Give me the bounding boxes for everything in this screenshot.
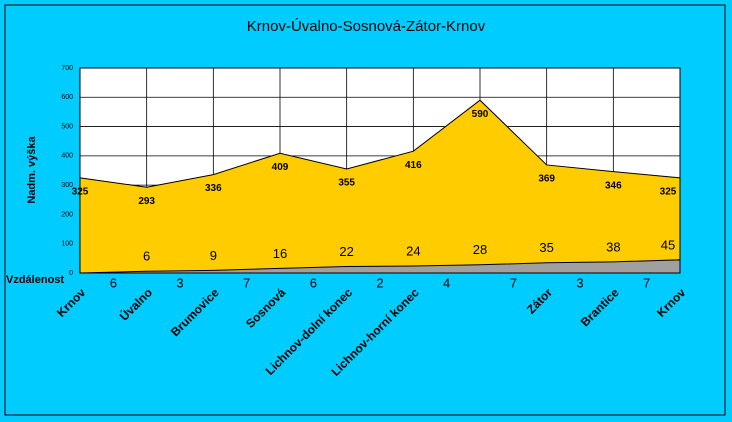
segment-value: 7 — [643, 275, 650, 290]
segment-value: 2 — [376, 275, 383, 290]
data-label: 369 — [538, 174, 555, 185]
y-tick-label: 600 — [61, 94, 73, 101]
data-label: 35 — [539, 240, 553, 255]
data-label: 409 — [272, 162, 289, 173]
data-label: 325 — [660, 186, 677, 197]
data-label: 355 — [338, 178, 355, 189]
y-tick-label: 100 — [61, 241, 73, 248]
data-label: 45 — [661, 237, 675, 252]
frame — [4, 4, 726, 416]
y-tick-label: 400 — [61, 153, 73, 160]
y-tick-label: 500 — [61, 123, 73, 130]
chart-title: Krnov-Úvalno-Sosnová-Zátor-Krnov — [247, 18, 486, 35]
data-label: 416 — [405, 160, 422, 171]
data-label: 38 — [606, 239, 620, 254]
segment-value: 3 — [576, 275, 583, 290]
data-label: 22 — [339, 244, 353, 259]
data-label: 325 — [72, 186, 89, 197]
segment-value: 4 — [443, 275, 450, 290]
segment-value: 6 — [310, 275, 317, 290]
y-tick-label: 200 — [61, 211, 73, 218]
y-tick-label: 300 — [61, 182, 73, 189]
data-label: 346 — [605, 180, 622, 191]
y-tick-label: 0 — [69, 270, 73, 277]
segment-value: 6 — [110, 275, 117, 290]
data-label: 28 — [473, 242, 487, 257]
data-label: 336 — [205, 183, 222, 194]
segment-value: 7 — [510, 275, 517, 290]
y-tick-label: 700 — [61, 65, 73, 72]
y-axis-label: Nadm. výška — [26, 135, 38, 203]
segment-value: 7 — [243, 275, 250, 290]
data-label: 16 — [273, 246, 287, 261]
data-label: 590 — [472, 109, 489, 120]
data-label: 24 — [406, 243, 420, 258]
data-label: 9 — [210, 248, 217, 263]
data-label: 293 — [138, 196, 155, 207]
area — [79, 99, 681, 274]
segment-value: 3 — [176, 275, 183, 290]
segment-label: Vzdálenost — [6, 274, 64, 286]
data-label: 6 — [143, 249, 150, 264]
area — [79, 259, 681, 274]
